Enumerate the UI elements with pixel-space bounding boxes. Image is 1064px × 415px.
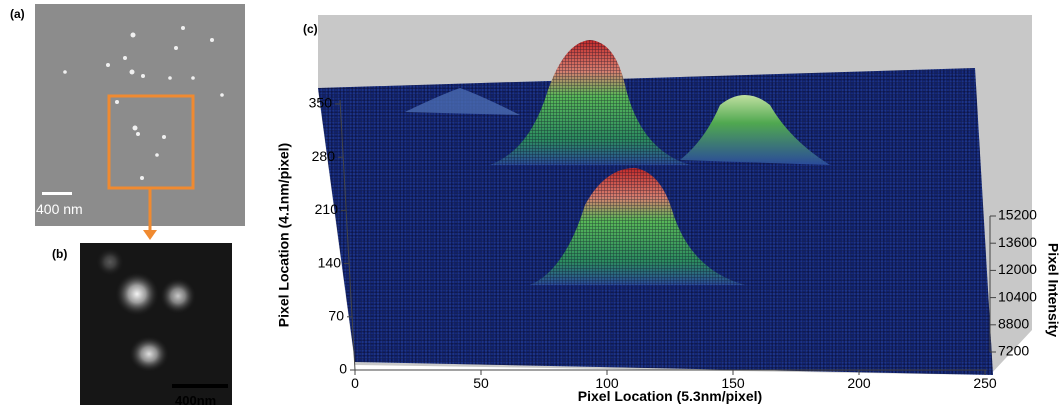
panel-label: (a)	[10, 7, 25, 21]
y-tick-label: 280	[312, 148, 336, 164]
z-tick-label: 7200	[998, 343, 1029, 359]
panel-label: (c)	[303, 22, 318, 36]
x-tick-label: 0	[351, 375, 359, 391]
z-tick-label: 12000	[998, 261, 1037, 277]
scale-bar	[42, 192, 72, 195]
arrow-head	[143, 230, 157, 240]
z-tick-label: 13600	[998, 234, 1037, 250]
particles	[63, 26, 224, 180]
x-tick-label: 200	[847, 375, 871, 391]
y-axis-title: Pixel Location (4.1nm/pixel)	[276, 143, 292, 327]
y-tick-label: 210	[315, 201, 339, 217]
z-axis-title: Pixel Intensity	[1045, 243, 1061, 337]
x-tick-label: 150	[721, 375, 745, 391]
peak	[405, 88, 520, 115]
scale-label: 400 nm	[36, 201, 83, 217]
blobs	[96, 248, 196, 372]
z-tick-label: 8800	[998, 316, 1029, 332]
y-axis	[339, 99, 356, 371]
z-tick-label: 10400	[998, 288, 1037, 304]
panel-label: (b)	[52, 247, 67, 261]
x-tick-label: 50	[473, 375, 489, 391]
x-tick-label: 100	[595, 375, 619, 391]
peak	[680, 95, 830, 165]
y-tick-label: 350	[309, 95, 333, 111]
peak-mesh	[490, 40, 745, 285]
x-tick-label: 250	[973, 375, 997, 391]
z-tick-label: 15200	[998, 207, 1037, 223]
y-tick-label: 70	[328, 308, 344, 324]
y-tick-label: 0	[339, 361, 347, 377]
x-axis-title: Pixel Location (5.3nm/pixel)	[578, 388, 762, 404]
y-tick-label: 140	[318, 254, 342, 270]
scale-label: 400nm	[175, 393, 216, 408]
scale-bar	[172, 384, 228, 388]
